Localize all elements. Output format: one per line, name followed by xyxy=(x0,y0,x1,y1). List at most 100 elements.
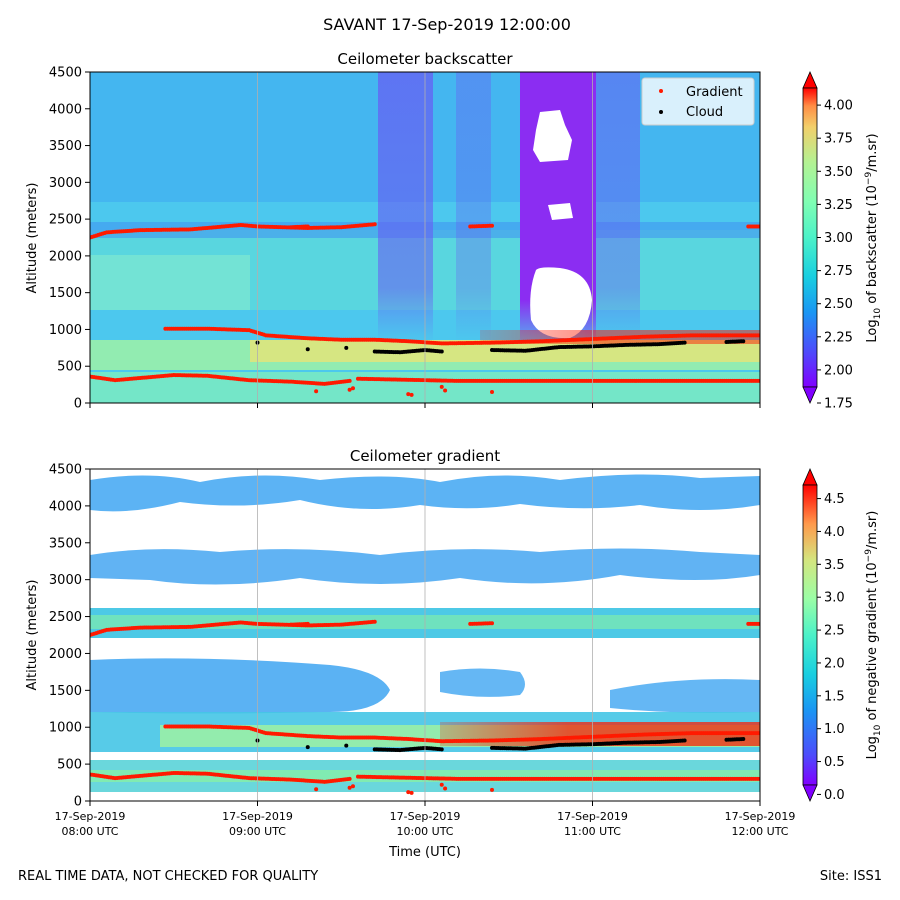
cloud-point xyxy=(305,745,310,750)
ytick-label: 0 xyxy=(74,795,82,810)
gradient-point xyxy=(372,619,377,624)
colorbar-ticks: 1.75 2.00 2.25 2.50 2.75 3.00 3.25 3.50 3.75 4.00 xyxy=(817,99,853,412)
colorbar-tick-label: 4.00 xyxy=(824,99,853,114)
band-1700m-left xyxy=(90,658,390,714)
cloud-point xyxy=(439,349,444,354)
mid-aqua-patch xyxy=(90,255,250,310)
ytick-label: 3000 xyxy=(49,176,82,191)
legend-gradient-label: Gradient xyxy=(686,85,743,100)
backscatter-yticks: 0 500 1000 1500 2000 2500 3000 3500 4000 4500 xyxy=(49,66,90,412)
colorbar-tick-label: 2.0 xyxy=(824,656,845,671)
gradient-colorbar: 0.0 0.5 1.0 1.5 2.0 2.5 3.0 3.5 4.0 4.5 Log10 of … xyxy=(802,468,883,803)
gradient-point xyxy=(490,787,494,792)
xtick-time: 12:00 UTC xyxy=(731,825,788,838)
legend-box xyxy=(641,77,755,126)
colorbar-tick-label: 3.0 xyxy=(824,591,845,606)
gradient-point xyxy=(305,621,310,626)
gradient-point xyxy=(439,384,444,389)
xtick-time: 09:00 UTC xyxy=(229,825,286,838)
xtick-date: 17-Sep-2019 xyxy=(55,810,126,823)
colorbar-top-arrow xyxy=(802,71,818,89)
gradient-title: Ceilometer gradient xyxy=(350,447,500,465)
dark-column-a xyxy=(378,72,433,342)
colorbar-tick-label: 2.75 xyxy=(824,264,853,279)
colorbar-tick-label: 2.50 xyxy=(824,297,853,312)
gradient-point xyxy=(406,790,411,795)
cloud-point xyxy=(682,738,687,743)
legend-cloud-label: Cloud xyxy=(686,105,723,120)
gradient-point xyxy=(409,392,414,397)
cloud-point xyxy=(305,347,310,352)
backscatter-xtick-marks xyxy=(89,403,761,408)
cloud-point xyxy=(741,737,746,742)
ytick-label: 3000 xyxy=(49,573,82,588)
xtick-date: 17-Sep-2019 xyxy=(557,810,628,823)
gradient-panel: Ceilometer gradient xyxy=(25,447,883,860)
colorbar-tick-label: 2.25 xyxy=(824,330,853,345)
backscatter-series xyxy=(90,222,760,397)
colorbar-tick-label: 2.00 xyxy=(824,363,853,378)
ytick-label: 2000 xyxy=(49,249,82,264)
ytick-label: 1000 xyxy=(49,323,82,338)
colorbar-tick-label: 0.0 xyxy=(824,788,845,803)
ytick-label: 2500 xyxy=(49,610,82,625)
colorbar-bottom-arrow xyxy=(802,386,818,404)
xtick-date: 17-Sep-2019 xyxy=(390,810,461,823)
gradient-series xyxy=(90,619,760,795)
backscatter-gridlines xyxy=(257,72,593,403)
ytick-label: 3500 xyxy=(49,139,82,154)
colorbar-tick-label: 3.00 xyxy=(824,231,853,246)
cloud-point xyxy=(344,743,349,748)
gradient-point xyxy=(406,392,411,397)
backscatter-title: Ceilometer backscatter xyxy=(337,50,513,68)
backscatter-colorbar: 1.75 2.00 2.25 2.50 2.75 3.00 3.25 3.50 3.75 4.00… xyxy=(802,71,883,412)
gradient-point xyxy=(490,389,494,394)
backscatter-legend: Gradient Cloud xyxy=(641,77,755,126)
gradient-gridlines xyxy=(257,469,593,801)
colorbar-tick-label: 4.5 xyxy=(824,492,845,507)
colorbar-tick-label: 0.5 xyxy=(824,755,845,770)
colorbar-tick-label: 3.25 xyxy=(824,198,853,213)
gradient-colorbar-label: Log10 of negative gradient (10−9/m.sr) xyxy=(864,511,883,760)
band-1700m-right xyxy=(610,679,760,713)
ytick-label: 4000 xyxy=(49,499,82,514)
gradient-xlabel: Time (UTC) xyxy=(388,845,461,860)
colorbar-tick-label: 3.75 xyxy=(824,132,853,147)
gradient-point xyxy=(409,790,414,795)
ytick-label: 0 xyxy=(74,397,82,412)
ytick-label: 2000 xyxy=(49,647,82,662)
colorbar-tick-label: 1.5 xyxy=(824,689,845,704)
cloud-point xyxy=(439,747,444,752)
colorbar-tick-label: 2.5 xyxy=(824,624,845,639)
gradient-point xyxy=(439,782,444,787)
colorbar2-top-arrow xyxy=(802,468,818,486)
xtick-time: 11:00 UTC xyxy=(564,825,621,838)
cloud-point xyxy=(741,339,746,344)
missing-data-gap-top xyxy=(533,110,572,162)
colorbar-tick-label: 1.0 xyxy=(824,722,845,737)
xtick-time: 10:00 UTC xyxy=(396,825,453,838)
site-label: Site: ISS1 xyxy=(819,869,882,884)
colorbar2-ticks: 0.0 0.5 1.0 1.5 2.0 2.5 3.0 3.5 4.0 4.5 xyxy=(817,492,845,803)
colorbar2-bottom-arrow xyxy=(802,784,818,802)
ytick-label: 3500 xyxy=(49,536,82,551)
gradient-point xyxy=(305,224,310,229)
legend-cloud-marker xyxy=(659,110,663,114)
gradient-yticks: 0 500 1000 1500 2000 2500 3000 3500 4000 4500 xyxy=(49,463,90,810)
cloud-point xyxy=(682,340,687,345)
xtick-time: 08:00 UTC xyxy=(61,825,118,838)
figure-title: SAVANT 17-Sep-2019 12:00:00 xyxy=(323,15,571,34)
colorbar-gradient xyxy=(802,87,818,388)
gradient-point xyxy=(372,222,377,227)
gradient-point xyxy=(443,786,448,791)
ytick-label: 4000 xyxy=(49,102,82,117)
colorbar2-gradient xyxy=(802,484,818,786)
backscatter-ylabel: Altitude (meters) xyxy=(25,183,40,294)
gradient-point xyxy=(443,388,448,393)
legend-gradient-marker xyxy=(659,89,663,93)
gradient-point xyxy=(314,389,319,394)
colorbar-tick-label: 3.50 xyxy=(824,165,853,180)
quality-disclaimer: REAL TIME DATA, NOT CHECKED FOR QUALITY xyxy=(18,869,319,884)
band-1700m-mid xyxy=(440,668,525,697)
missing-data-gap-large xyxy=(530,267,592,339)
